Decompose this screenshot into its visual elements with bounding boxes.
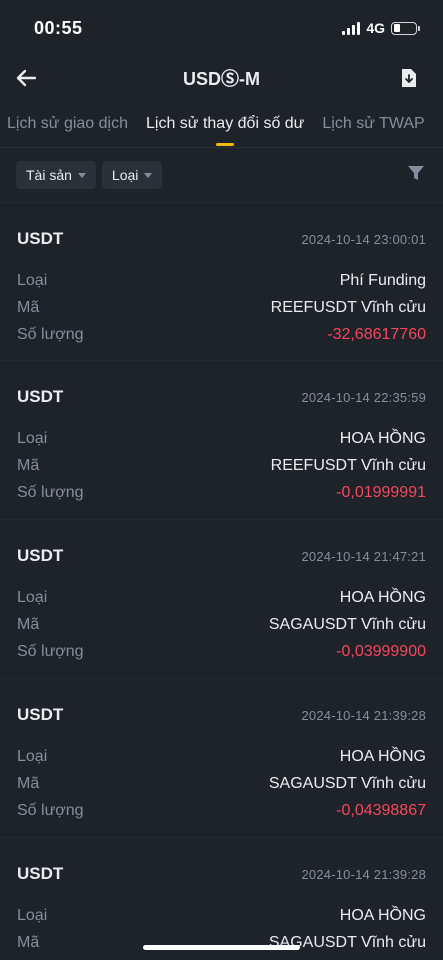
record-symbol: SAGAUSDT Vĩnh cửu <box>268 615 426 633</box>
type-filter-dropdown[interactable]: Loại <box>101 161 163 189</box>
list-item[interactable]: USDT 2024-10-14 21:39:28 Loại HOA HỒNG Mã… <box>0 679 443 838</box>
tab-twap-history[interactable]: Lịch sử TWAP <box>322 114 425 132</box>
record-amount: -0,01999991 <box>336 483 426 501</box>
type-label: Loại <box>17 906 48 924</box>
caret-down-icon <box>144 172 153 178</box>
type-label: Loại <box>17 429 48 447</box>
balance-history-list: USDT 2024-10-14 23:00:01 Loại Phí Funding… <box>0 202 443 960</box>
record-amount: -32,68617760 <box>327 325 426 343</box>
nav-bar: USDⓈ-M <box>0 56 443 100</box>
record-amount: -0,03999900 <box>336 642 426 660</box>
record-asset: USDT <box>17 229 64 248</box>
record-type: Phí Funding <box>339 271 426 289</box>
symbol-label: Mã <box>17 933 40 951</box>
status-bar: 00:55 4G <box>0 0 443 56</box>
record-time: 2024-10-14 21:39:28 <box>301 707 426 723</box>
record-asset: USDT <box>17 864 64 883</box>
battery-icon <box>391 21 420 35</box>
amount-label: Số lượng <box>17 801 84 819</box>
download-icon <box>402 69 416 87</box>
status-time: 00:55 <box>34 17 83 38</box>
tab-trade-history[interactable]: Lịch sử giao dịch <box>7 114 128 132</box>
amount-label: Số lượng <box>17 483 84 501</box>
symbol-label: Mã <box>17 615 40 633</box>
asset-filter-dropdown[interactable]: Tài sản <box>16 161 96 189</box>
tab-balance-history[interactable]: Lịch sử thay đổi số dư <box>146 100 304 147</box>
list-item[interactable]: USDT 2024-10-14 21:39:28 Loại HOA HỒNG Mã… <box>0 838 443 960</box>
record-type: HOA HỒNG <box>339 429 426 447</box>
record-symbol: REEFUSDT Vĩnh cửu <box>270 298 426 316</box>
status-indicators: 4G <box>342 20 420 36</box>
record-time: 2024-10-14 21:39:28 <box>301 866 426 882</box>
record-asset: USDT <box>17 546 64 565</box>
type-label: Loại <box>17 588 48 606</box>
record-type: HOA HỒNG <box>339 906 426 924</box>
filter-bar: Tài sản Loại <box>0 148 443 202</box>
home-indicator[interactable] <box>143 945 300 950</box>
cellular-signal-icon <box>342 21 361 35</box>
record-asset: USDT <box>17 387 64 406</box>
back-button[interactable] <box>10 62 42 94</box>
amount-label: Số lượng <box>17 642 84 660</box>
symbol-label: Mã <box>17 774 40 792</box>
list-item[interactable]: USDT 2024-10-14 21:47:21 Loại HOA HỒNG Mã… <box>0 520 443 679</box>
record-symbol: REEFUSDT Vĩnh cửu <box>270 456 426 474</box>
symbol-label: Mã <box>17 298 40 316</box>
type-filter-label: Loại <box>111 167 139 183</box>
type-label: Loại <box>17 271 48 289</box>
record-amount: -0,04398867 <box>336 801 426 819</box>
amount-label: Số lượng <box>17 325 84 343</box>
record-symbol: SAGAUSDT Vĩnh cửu <box>268 774 426 792</box>
network-type: 4G <box>366 20 385 36</box>
arrow-left-icon <box>16 69 37 87</box>
record-symbol: SAGAUSDT Vĩnh cửu <box>268 933 426 951</box>
list-item[interactable]: USDT 2024-10-14 23:00:01 Loại Phí Funding… <box>0 202 443 361</box>
record-time: 2024-10-14 21:47:21 <box>301 548 426 564</box>
record-type: HOA HỒNG <box>339 747 426 765</box>
download-button[interactable] <box>393 62 425 94</box>
funnel-icon <box>408 166 424 180</box>
asset-filter-label: Tài sản <box>26 167 72 183</box>
list-item[interactable]: USDT 2024-10-14 22:35:59 Loại HOA HỒNG Mã… <box>0 361 443 520</box>
type-label: Loại <box>17 747 48 765</box>
record-time: 2024-10-14 22:35:59 <box>301 389 426 405</box>
record-time: 2024-10-14 23:00:01 <box>301 231 426 247</box>
symbol-label: Mã <box>17 456 40 474</box>
tab-bar: Lịch sử giao dịch Lịch sử thay đổi số dư… <box>0 100 443 148</box>
filter-button[interactable] <box>407 164 425 187</box>
caret-down-icon <box>77 172 86 178</box>
record-type: HOA HỒNG <box>339 588 426 606</box>
page-title: USDⓈ-M <box>183 69 260 89</box>
record-asset: USDT <box>17 705 64 724</box>
